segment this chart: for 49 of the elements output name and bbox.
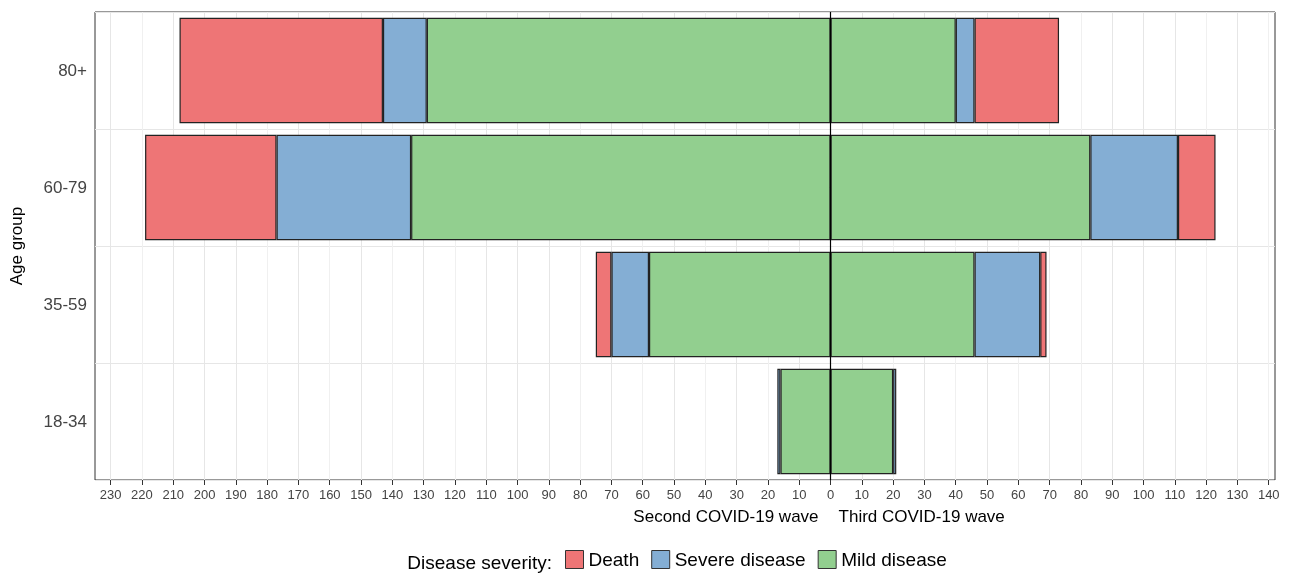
x-tick-label: 90: [541, 487, 557, 502]
x-tick-label: 60: [1011, 487, 1026, 502]
x-tick-label: 20: [760, 487, 776, 502]
x-tick-label: 30: [729, 487, 744, 502]
x-tick-label: 50: [666, 487, 682, 502]
x-tick-label: 170: [287, 487, 310, 502]
x-tick-label: 180: [256, 487, 278, 502]
x-tick-label: 110: [1164, 487, 1186, 502]
x-tick-label: 40: [698, 487, 713, 502]
x-tick-label: 110: [475, 487, 497, 502]
x-tick-label: 80: [572, 487, 588, 502]
x-tick-label: 130: [412, 487, 435, 502]
x-tick-label: 130: [1226, 487, 1249, 502]
x-tick-label: 150: [350, 487, 372, 502]
y-tick-label: 18-34: [43, 412, 87, 431]
x-tick-label: 20: [885, 487, 901, 502]
x-tick-label: 10: [854, 487, 870, 502]
y-tick-label: 60-79: [43, 178, 87, 197]
x-tick-label: 0: [826, 487, 835, 502]
x-tick-label: 30: [917, 487, 932, 502]
x-tick-label: 70: [604, 487, 619, 502]
text: Second COVID-19 wave: [633, 507, 819, 526]
x-tick-label: 100: [506, 487, 529, 502]
x-tick-label: 220: [131, 487, 153, 502]
x-tick-label: 40: [948, 487, 963, 502]
y-tick-label: 35-59: [43, 295, 87, 314]
x-tick-label: 190: [225, 487, 247, 502]
x-tick-label: 160: [318, 487, 341, 502]
y-axis-title: Age group: [7, 206, 26, 286]
x-tick-label: 60: [635, 487, 650, 502]
text: Third COVID-19 wave: [838, 507, 1005, 526]
legend-title: Disease severity:: [407, 552, 553, 573]
x-tick-label: 100: [1132, 487, 1155, 502]
x-tick-label: 70: [1042, 487, 1057, 502]
legend-label: Mild disease: [841, 549, 947, 570]
x-tick-label: 50: [979, 487, 995, 502]
x-tick-label: 140: [381, 487, 404, 502]
x-tick-label: 90: [1105, 487, 1120, 502]
x-tick-label: 120: [444, 487, 466, 502]
legend-label: Severe disease: [674, 549, 806, 570]
x-tick-label: 140: [1257, 487, 1280, 502]
x-tick-label: 200: [193, 487, 216, 502]
y-tick-label: 80+: [58, 61, 88, 80]
x-tick-label: 120: [1195, 487, 1217, 502]
x-tick-label: 80: [1073, 487, 1089, 502]
x-tick-label: 10: [792, 487, 807, 502]
x-tick-label: 230: [99, 487, 122, 502]
x-tick-label: 210: [162, 487, 185, 502]
legend-label: Death: [588, 549, 640, 570]
